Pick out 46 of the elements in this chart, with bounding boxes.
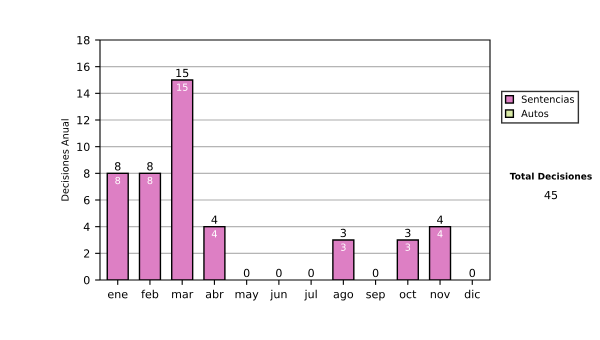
y-tick-label: 4: [84, 222, 90, 231]
x-tick-label: sep: [366, 292, 385, 300]
total-label: 3: [405, 228, 410, 238]
data-label: 15: [177, 84, 188, 91]
y-axis-title: Decisiones Anual: [61, 119, 69, 201]
y-tick-label: 2: [84, 249, 90, 258]
y-tick-label: 6: [84, 196, 90, 204]
total-label: 3: [340, 228, 346, 238]
data-label: 3: [340, 244, 346, 251]
x-tick-label: ene: [108, 292, 128, 298]
legend-label: Sentencias: [522, 95, 574, 103]
total-label: 4: [437, 216, 443, 224]
total-label: 8: [114, 162, 120, 171]
total-label: 0: [469, 268, 476, 278]
total-label: 0: [244, 268, 250, 278]
total-label: 4: [211, 216, 218, 224]
y-tick-label: 18: [77, 36, 90, 44]
total-label: 0: [308, 268, 314, 278]
total-label: 0: [276, 268, 282, 278]
data-label: 8: [115, 176, 120, 184]
total-label: 15: [176, 68, 188, 78]
data-label: 4: [437, 230, 443, 238]
total-label: 8: [147, 162, 153, 171]
x-tick-label: mar: [172, 292, 194, 298]
x-tick-label: ago: [334, 292, 354, 300]
total-label: 0: [372, 268, 378, 278]
y-tick-label: 8: [84, 169, 90, 178]
y-tick-label: 14: [77, 89, 90, 98]
y-tick-label: 10: [77, 142, 90, 152]
data-label: 4: [212, 230, 217, 238]
y-tick-label: 12: [77, 116, 90, 124]
x-tick-label: jun: [270, 290, 287, 300]
x-tick-label: feb: [141, 290, 158, 298]
x-tick-label: may: [236, 292, 258, 300]
x-tick-label: dic: [464, 290, 480, 298]
text: 45: [544, 190, 558, 200]
y-tick-label: 16: [77, 62, 90, 72]
y-tick-label: 0: [84, 276, 90, 284]
x-tick-label: jul: [304, 290, 317, 300]
x-tick-label: oct: [400, 290, 416, 298]
x-tick-label: nov: [430, 292, 450, 298]
text: Total Decisiones: [510, 172, 592, 180]
data-label: 3: [405, 244, 410, 251]
legend-label: Autos: [521, 110, 548, 118]
data-label: 8: [148, 176, 152, 184]
x-tick-label: abr: [206, 290, 224, 298]
